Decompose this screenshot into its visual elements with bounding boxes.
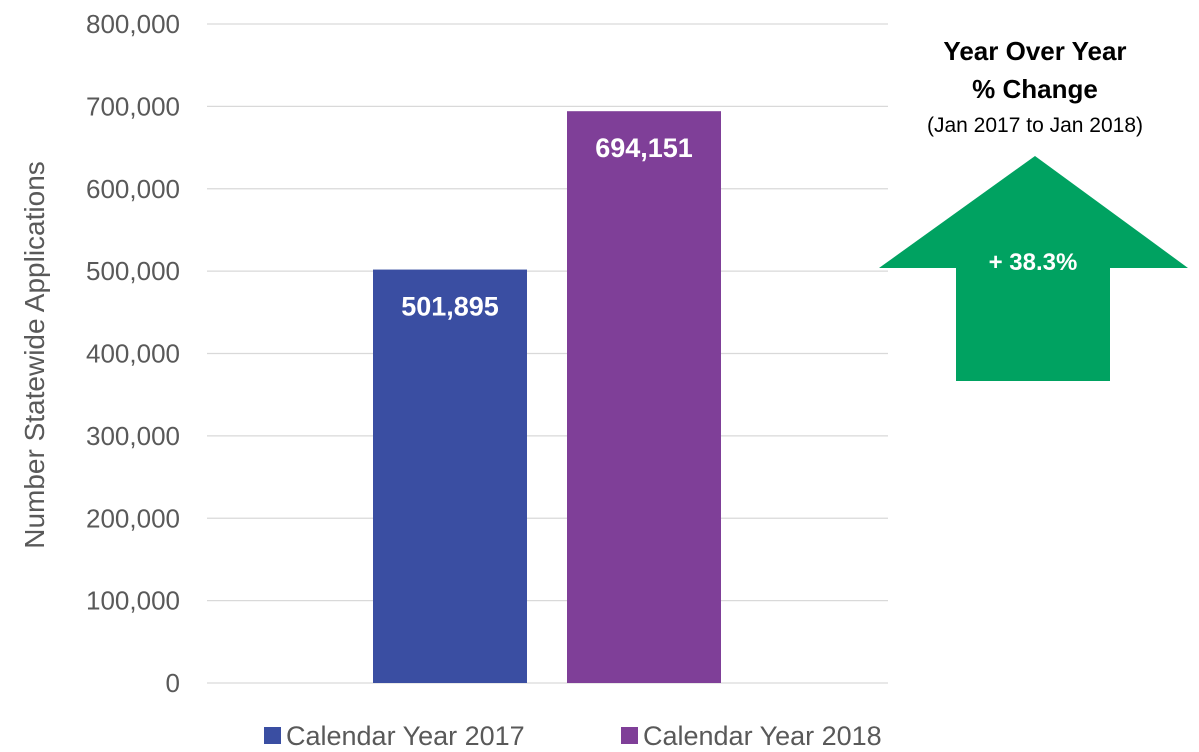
- up-arrow-icon: [879, 156, 1188, 381]
- y-axis-tick-labels: 0 100,000 200,000 300,000 400,000 500,000 600,…: [86, 9, 180, 698]
- y-tick-label: 400,000: [86, 339, 180, 369]
- yoy-title-line1: Year Over Year: [943, 36, 1126, 66]
- y-tick-label: 600,000: [86, 174, 180, 204]
- legend-swatch: [264, 727, 281, 744]
- bar: [373, 269, 527, 683]
- y-tick-label: 300,000: [86, 421, 180, 451]
- gridlines: [207, 23, 888, 684]
- bar: [567, 111, 721, 683]
- y-axis-title: Number Statewide Applications: [19, 161, 50, 549]
- legend-label: Calendar Year 2017: [286, 721, 525, 751]
- y-tick-label: 100,000: [86, 586, 180, 616]
- yoy-value: + 38.3%: [989, 249, 1078, 276]
- y-tick-label: 800,000: [86, 9, 180, 39]
- legend-label: Calendar Year 2018: [643, 721, 882, 751]
- bars: [373, 111, 721, 683]
- legend-swatch: [621, 727, 638, 744]
- y-tick-label: 500,000: [86, 256, 180, 286]
- y-tick-label: 0: [166, 668, 180, 698]
- bar-value-label: 694,151: [595, 133, 693, 163]
- legend: Calendar Year 2017 Calendar Year 2018: [264, 721, 882, 751]
- yoy-subtitle: (Jan 2017 to Jan 2018): [927, 114, 1143, 137]
- yoy-title-line2: % Change: [972, 74, 1098, 104]
- y-tick-label: 200,000: [86, 503, 180, 533]
- y-tick-label: 700,000: [86, 91, 180, 121]
- data-labels: 501,895 694,151: [401, 133, 693, 321]
- yoy-callout: Year Over Year % Change (Jan 2017 to Jan…: [879, 36, 1188, 381]
- bar-value-label: 501,895: [401, 292, 499, 322]
